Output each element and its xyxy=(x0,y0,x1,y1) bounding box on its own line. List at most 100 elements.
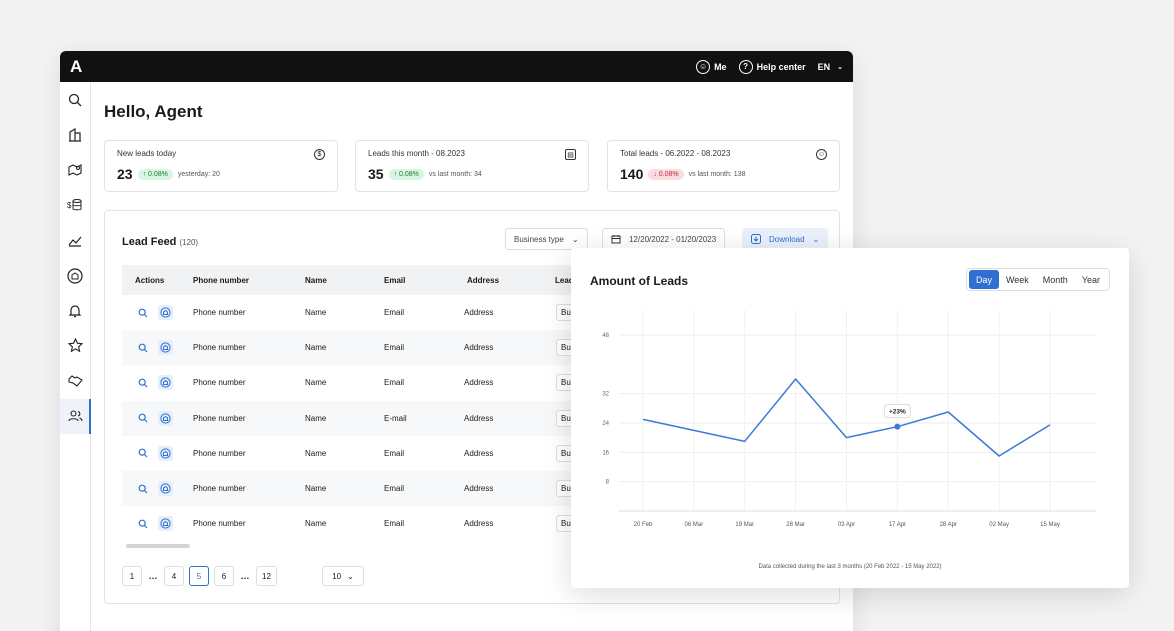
x-tick-label: 20 Feb xyxy=(634,522,653,528)
language-selector[interactable]: EN ⌄ xyxy=(818,62,843,72)
stat-value: 35 xyxy=(368,166,384,182)
stat-compare: yesterday: 20 xyxy=(177,170,220,178)
page-button[interactable]: 12 xyxy=(256,566,277,586)
me-menu[interactable]: ☺ Me xyxy=(696,59,727,74)
tab-week[interactable]: Week xyxy=(1005,274,1029,285)
home-scan-icon[interactable] xyxy=(158,375,173,391)
x-tick-label: 06 Mar xyxy=(685,522,704,528)
page-button[interactable]: 1 xyxy=(122,566,142,586)
cell-name: Name xyxy=(305,401,326,436)
line-chart: 8 16 24 32 48 20 Feb 06 Mar 19 Mar 28 Mar 03 Apr 1… xyxy=(602,310,1096,528)
home-scan-icon[interactable] xyxy=(158,445,173,461)
app-logo[interactable]: A xyxy=(70,56,83,76)
sidebar-item-buildings[interactable] xyxy=(60,117,90,152)
x-tick-label: 28 Apr xyxy=(940,522,957,528)
column-header: Name xyxy=(305,275,327,285)
sidebar-item-map[interactable] xyxy=(60,152,90,187)
pagination: 1 … 4 5 6 … 12 xyxy=(122,566,277,586)
chevron-down-icon: ⌄ xyxy=(347,571,354,581)
cell-address: Address xyxy=(464,401,493,436)
chevron-down-icon: ⌄ xyxy=(812,234,820,244)
x-tick-label: 15 May xyxy=(1040,522,1060,528)
email-text: Email xyxy=(384,448,405,458)
bell-icon xyxy=(68,305,82,317)
page-title: Hello, Agent xyxy=(104,102,203,121)
home-scan-icon[interactable] xyxy=(158,340,173,356)
row-actions xyxy=(135,436,173,471)
tab-month[interactable]: Month xyxy=(1042,274,1068,285)
email-text: Email xyxy=(384,378,405,388)
sidebar-item-favorites[interactable] xyxy=(60,328,90,363)
stat-label: Leads this month - 08.2023 xyxy=(368,149,465,158)
me-label: Me xyxy=(714,61,727,72)
page-ellipsis: … xyxy=(240,571,250,581)
download-icon xyxy=(751,234,761,244)
name-text: Name xyxy=(305,378,327,388)
search-icon[interactable] xyxy=(135,305,150,320)
date-range-picker[interactable]: 12/20/2022 - 01/20/2023 xyxy=(602,228,726,250)
user-icon: ☺ xyxy=(696,59,711,74)
x-tick-label: 28 Mar xyxy=(786,522,805,528)
x-tick-label: 02 May xyxy=(989,522,1009,528)
sidebar-item-analytics[interactable] xyxy=(60,223,90,258)
cell-phone: Phone number xyxy=(193,506,245,541)
row-actions xyxy=(135,295,173,330)
cell-name: Name xyxy=(305,330,326,365)
tab-day[interactable]: Day xyxy=(968,270,999,289)
cell-phone: Phone number xyxy=(193,295,245,330)
help-center-link[interactable]: ? Help center xyxy=(738,59,806,74)
search-icon[interactable] xyxy=(135,481,150,496)
home-scan-icon[interactable] xyxy=(158,481,173,497)
y-tick-label: 8 xyxy=(606,480,610,486)
cell-email: E-mail xyxy=(384,401,407,436)
phone-text: Phone number xyxy=(193,484,246,494)
cell-name: Name xyxy=(305,506,326,541)
trend-badge: ↑ 0.08% xyxy=(137,168,173,180)
cell-email: Email xyxy=(384,436,404,471)
sidebar-item-search[interactable] xyxy=(60,82,90,117)
sidebar-item-partners[interactable] xyxy=(60,364,90,399)
sidebar-item-finance[interactable]: $ xyxy=(60,188,90,223)
sidebar-item-home-scan[interactable] xyxy=(60,258,90,293)
address-text: Address xyxy=(464,343,494,353)
sidebar-item-notifications[interactable] xyxy=(60,293,90,328)
horizontal-scrollbar[interactable] xyxy=(126,544,190,548)
per-page-select[interactable]: 10 ⌄ xyxy=(322,566,364,586)
per-page-value: 10 xyxy=(332,571,342,581)
user-circle-icon: ☺ xyxy=(816,149,827,160)
cell-address: Address xyxy=(464,506,493,541)
series-line xyxy=(642,378,1051,457)
cell-phone: Phone number xyxy=(193,436,245,471)
page-button-current[interactable]: 5 xyxy=(189,566,209,586)
column-header: Address xyxy=(467,275,500,285)
home-scan-icon[interactable] xyxy=(158,305,173,321)
row-actions xyxy=(135,330,173,365)
email-text: Email xyxy=(384,484,405,494)
search-icon[interactable] xyxy=(135,516,150,531)
sidebar-item-leads[interactable] xyxy=(60,398,91,435)
cell-email: Email xyxy=(384,471,404,506)
x-tick-label: 03 Apr xyxy=(838,522,855,528)
home-scan-icon[interactable] xyxy=(158,516,173,532)
column-header: Email xyxy=(384,275,406,285)
search-icon[interactable] xyxy=(135,340,150,355)
search-icon[interactable] xyxy=(135,446,150,461)
stat-card-total-leads: Total leads - 06.2022 - 08.2023 ☺ 140 ↓ … xyxy=(607,140,840,192)
email-text: E-mail xyxy=(384,413,407,423)
home-scan-icon[interactable] xyxy=(158,410,173,426)
home-scan-icon xyxy=(67,267,83,284)
page-button[interactable]: 6 xyxy=(214,566,234,586)
address-text: Address xyxy=(464,308,494,318)
cell-name: Name xyxy=(305,365,326,400)
business-type-select[interactable]: Business type ⌄ xyxy=(505,228,588,250)
search-icon[interactable] xyxy=(135,411,150,426)
page-button[interactable]: 4 xyxy=(164,566,184,586)
cell-email: Email xyxy=(384,365,404,400)
page-ellipsis: … xyxy=(148,571,158,581)
tab-year[interactable]: Year xyxy=(1081,274,1100,285)
cell-name: Name xyxy=(305,436,326,471)
calendar-icon xyxy=(611,235,621,244)
trend-badge: ↑ 0.08% xyxy=(388,168,424,180)
search-icon[interactable] xyxy=(135,375,150,390)
download-button[interactable]: Download ⌄ xyxy=(742,228,829,250)
